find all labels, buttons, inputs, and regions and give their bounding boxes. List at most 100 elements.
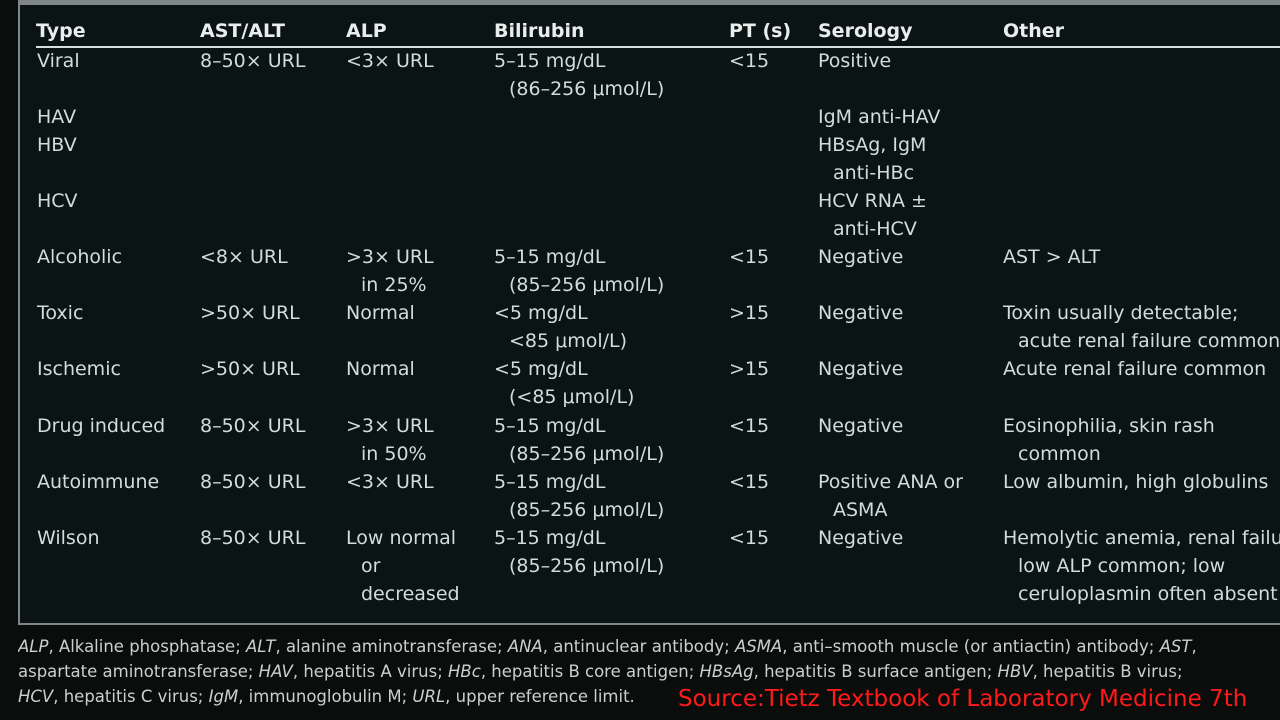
footnote-definition: , hepatitis B surface antigen; bbox=[753, 662, 998, 681]
cell-serology-line: Negative bbox=[818, 302, 904, 324]
cell-ast-alt: 8–50× URL bbox=[200, 412, 305, 440]
cell-type: Toxic bbox=[37, 299, 83, 327]
table-footnote: ALP, Alkaline phosphatase; ALT, alanine … bbox=[18, 634, 1280, 709]
table-header-row: Type AST/ALT ALP Bilirubin PT (s) Serolo… bbox=[36, 20, 1280, 48]
cell-alp: <3× URL bbox=[346, 468, 434, 496]
cell-bilirubin: 5–15 mg/dL (85–256 μmol/L) bbox=[494, 243, 664, 299]
cell-serology-line: IgM anti-HAV bbox=[818, 106, 941, 128]
cell-alp-line: or bbox=[361, 555, 381, 577]
header-bilirubin: Bilirubin bbox=[494, 20, 585, 42]
cell-type: HBV bbox=[37, 131, 77, 159]
top-rule bbox=[18, 0, 1280, 5]
footnote-definition: , Alkaline phosphatase; bbox=[48, 637, 246, 656]
cell-bilirubin: <5 mg/dL <85 μmol/L) bbox=[494, 299, 627, 355]
cell-alp: >3× URL in 50% bbox=[346, 412, 434, 468]
cell-alp: Low normal or decreased bbox=[346, 524, 460, 608]
cell-serology: Positive ANA or ASMA bbox=[818, 468, 963, 524]
cell-ast-alt: 8–50× URL bbox=[200, 468, 305, 496]
cell-ast-alt-line: 8–50× URL bbox=[200, 527, 306, 549]
footnote-abbreviation: URL bbox=[412, 687, 446, 706]
footnote-definition: , alanine aminotransferase; bbox=[275, 637, 508, 656]
cell-serology-line: Negative bbox=[818, 415, 904, 437]
cell-type: Viral bbox=[37, 47, 80, 75]
cell-alp: <3× URL bbox=[346, 47, 434, 75]
header-ast-alt: AST/ALT bbox=[200, 20, 285, 42]
footnote-definition: , hepatitis A virus; bbox=[292, 662, 448, 681]
footnote-definition: , antinuclear antibody; bbox=[542, 637, 735, 656]
footnote-abbreviation: HBc bbox=[448, 662, 481, 681]
cell-ast-alt: <8× URL bbox=[200, 243, 288, 271]
cell-bilirubin: 5–15 mg/dL (86–256 μmol/L) bbox=[494, 47, 664, 103]
cell-serology-line: anti-HCV bbox=[833, 218, 917, 240]
cell-other-line: AST > ALT bbox=[1003, 246, 1101, 268]
cell-serology-line: Negative bbox=[818, 246, 904, 268]
cell-pt-line: >15 bbox=[729, 302, 770, 324]
cell-bilirubin: <5 mg/dL (<85 μmol/L) bbox=[494, 355, 634, 411]
cell-bilirubin-line: (86–256 μmol/L) bbox=[509, 78, 665, 100]
footnote-definition: , hepatitis C virus; bbox=[53, 687, 209, 706]
cell-serology: Negative bbox=[818, 355, 903, 383]
cell-type-line: Viral bbox=[37, 50, 80, 72]
header-serology: Serology bbox=[818, 20, 913, 42]
cell-serology-line: HCV RNA ± bbox=[818, 190, 927, 212]
footnote-definition: , immunoglobulin M; bbox=[238, 687, 413, 706]
cell-bilirubin-line: 5–15 mg/dL bbox=[494, 415, 606, 437]
cell-bilirubin-line: 5–15 mg/dL bbox=[494, 50, 606, 72]
footnote-abbreviation: ASMA bbox=[734, 637, 783, 656]
footnote-abbreviation: HCV bbox=[18, 687, 54, 706]
cell-pt-line: >15 bbox=[729, 358, 770, 380]
cell-pt: <15 bbox=[729, 524, 769, 552]
cell-type: Drug induced bbox=[37, 412, 165, 440]
footnote-abbreviation: AST bbox=[1159, 637, 1192, 656]
cell-other-line: Low albumin, high globulins bbox=[1003, 471, 1269, 493]
cell-bilirubin: 5–15 mg/dL (85–256 μmol/L) bbox=[494, 468, 664, 524]
header-pt: PT (s) bbox=[729, 20, 792, 42]
cell-ast-alt-line: 8–50× URL bbox=[200, 415, 306, 437]
cell-type: HAV bbox=[37, 103, 76, 131]
cell-serology: Positive bbox=[818, 47, 891, 75]
cell-alp-line: <3× URL bbox=[346, 50, 434, 72]
footnote-definition: , hepatitis B virus; bbox=[1032, 662, 1183, 681]
cell-type-line: Ischemic bbox=[37, 358, 121, 380]
cell-other: Acute renal failure common bbox=[1003, 355, 1266, 383]
cell-type: Ischemic bbox=[37, 355, 121, 383]
cell-type: Wilson bbox=[37, 524, 100, 552]
footnote-definition: , bbox=[1191, 637, 1197, 656]
cell-alp-line: <3× URL bbox=[346, 471, 434, 493]
cell-other: Eosinophilia, skin rash common bbox=[1003, 412, 1215, 468]
cell-other-line: Eosinophilia, skin rash bbox=[1003, 415, 1215, 437]
cell-alp-line: Low normal bbox=[346, 527, 457, 549]
footnote-line: ALP, Alkaline phosphatase; ALT, alanine … bbox=[18, 634, 1280, 659]
footnote-definition: aspartate aminotransferase; bbox=[18, 662, 259, 681]
footnote-definition: , upper reference limit. bbox=[445, 687, 635, 706]
source-caption: Source:Tietz Textbook of Laboratory Medi… bbox=[678, 686, 1248, 712]
cell-bilirubin: 5–15 mg/dL (85–256 μmol/L) bbox=[494, 412, 664, 468]
cell-serology: Negative bbox=[818, 524, 903, 552]
cell-alp-line: decreased bbox=[361, 583, 460, 605]
cell-serology-line: Positive ANA or bbox=[818, 471, 963, 493]
footnote-abbreviation: ANA bbox=[507, 637, 543, 656]
cell-pt: >15 bbox=[729, 299, 769, 327]
cell-type-line: Autoimmune bbox=[37, 471, 160, 493]
cell-serology: Negative bbox=[818, 243, 903, 271]
cell-pt: <15 bbox=[729, 468, 769, 496]
cell-alp: Normal bbox=[346, 355, 415, 383]
cell-bilirubin-line: (85–256 μmol/L) bbox=[509, 274, 665, 296]
cell-bilirubin-line: <85 μmol/L) bbox=[509, 330, 628, 352]
cell-type-line: Alcoholic bbox=[37, 246, 123, 268]
cell-ast-alt: 8–50× URL bbox=[200, 524, 305, 552]
cell-pt: >15 bbox=[729, 355, 769, 383]
cell-ast-alt-line: 8–50× URL bbox=[200, 50, 306, 72]
cell-type-line: Wilson bbox=[37, 527, 100, 549]
cell-alp-line: >3× URL bbox=[346, 246, 434, 268]
cell-pt-line: <15 bbox=[729, 471, 770, 493]
cell-other: AST > ALT bbox=[1003, 243, 1100, 271]
cell-bilirubin-line: (85–256 μmol/L) bbox=[509, 443, 665, 465]
header-other: Other bbox=[1003, 20, 1065, 42]
footnote-definition: , anti–smooth muscle (or antiactin) anti… bbox=[782, 637, 1160, 656]
cell-serology: HCV RNA ± anti-HCV bbox=[818, 187, 927, 243]
cell-alp: >3× URL in 25% bbox=[346, 243, 434, 299]
footnote-line: aspartate aminotransferase; HAV, hepatit… bbox=[18, 659, 1280, 684]
footnote-abbreviation: HAV bbox=[258, 662, 293, 681]
cell-bilirubin-line: 5–15 mg/dL bbox=[494, 527, 606, 549]
